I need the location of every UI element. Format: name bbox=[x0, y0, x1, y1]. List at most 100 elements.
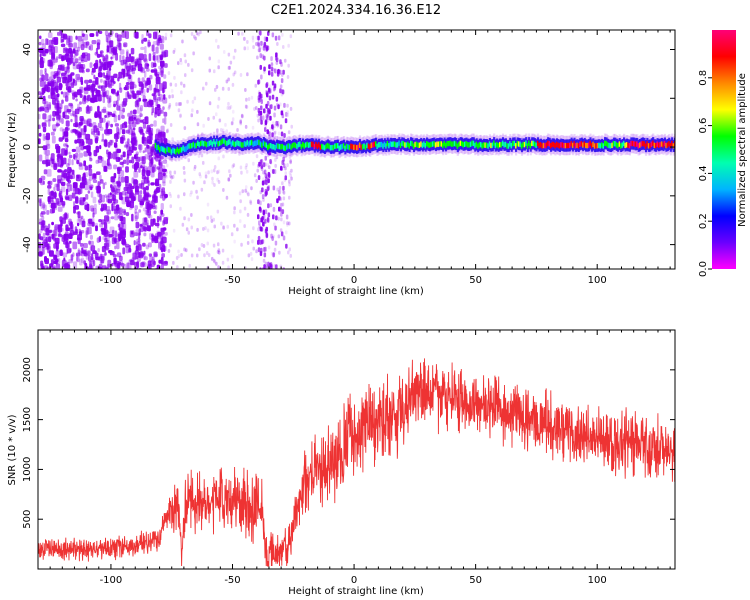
spectrogram-cell bbox=[270, 169, 273, 173]
spectrogram-cell bbox=[245, 185, 248, 190]
spectrogram-cell bbox=[227, 265, 230, 269]
spectrogram-cell bbox=[276, 121, 280, 126]
spectrogram-cell bbox=[273, 169, 277, 175]
spectrogram-cell bbox=[66, 144, 69, 148]
spectrogram-cell bbox=[68, 35, 73, 43]
spectrogram-cell bbox=[97, 130, 101, 136]
spectrogram-cell bbox=[243, 36, 246, 41]
spectrogram-cell bbox=[277, 104, 280, 110]
spectrogram-cell bbox=[241, 114, 244, 119]
spectrogram-cell bbox=[159, 55, 163, 61]
spectrogram-cell bbox=[279, 124, 283, 130]
spectrogram-cell bbox=[133, 31, 139, 38]
spectrogram-cell bbox=[106, 209, 111, 215]
spectrogram-cell bbox=[271, 32, 275, 38]
spectrogram-cell bbox=[550, 143, 553, 149]
spectrogram-cell bbox=[586, 142, 589, 149]
spectrogram-cell bbox=[169, 147, 172, 153]
spectrogram-cell bbox=[503, 142, 506, 148]
spectrogram-cell bbox=[276, 187, 279, 192]
spectrogram-cell bbox=[280, 217, 283, 222]
spectrogram-cell bbox=[123, 159, 127, 164]
spectrogram-cell bbox=[592, 141, 595, 148]
spectrogram-cell bbox=[53, 233, 56, 242]
spectrogram-cell bbox=[88, 45, 91, 50]
spectrogram-cell bbox=[207, 253, 211, 258]
spectrogram-cell bbox=[288, 182, 291, 187]
spectrogram-cell bbox=[122, 55, 125, 61]
spectrogram-cell bbox=[243, 141, 246, 147]
spectrogram-cell bbox=[274, 225, 277, 231]
spectrogram-cell bbox=[53, 58, 58, 63]
spectrogram-cell bbox=[38, 132, 42, 137]
spectrogram-cell bbox=[39, 107, 45, 112]
spectrogram-cell bbox=[287, 43, 290, 48]
spectrogram-cell bbox=[262, 239, 266, 244]
spectrogram-cell bbox=[111, 229, 115, 237]
spectrogram-cell bbox=[288, 143, 292, 149]
spectrogram-cell bbox=[42, 58, 46, 64]
spectrogram-cell bbox=[209, 215, 213, 220]
spectrogram-cell bbox=[134, 211, 139, 220]
spectrogram-cell bbox=[126, 157, 129, 166]
spectrogram-cell bbox=[146, 225, 151, 232]
spectrogram-cell bbox=[252, 141, 255, 147]
spectrogram-cell bbox=[103, 62, 109, 70]
spectrogram-cell bbox=[131, 67, 137, 71]
spectrogram-cell bbox=[69, 51, 73, 59]
spectrogram-cell bbox=[91, 207, 95, 213]
spectrogram-cell bbox=[155, 152, 159, 159]
spectrogram-cell bbox=[179, 113, 182, 118]
spectrogram-cell bbox=[256, 168, 259, 173]
spectrogram-cell bbox=[285, 230, 288, 235]
spectrogram-cell bbox=[188, 152, 192, 157]
spectrogram-cell bbox=[111, 176, 116, 183]
spectrogram-cell bbox=[74, 129, 78, 134]
spectrogram-cell bbox=[506, 143, 509, 149]
spectrogram-cell bbox=[61, 260, 65, 268]
spectrogram-cell bbox=[288, 247, 291, 252]
spectrogram-cell bbox=[243, 206, 247, 211]
spectrogram-cell bbox=[160, 227, 165, 235]
spectrogram-cell bbox=[96, 53, 101, 58]
spectrogram-cell bbox=[393, 141, 397, 147]
spectrogram-cell bbox=[423, 141, 426, 147]
spectrogram-cell bbox=[49, 59, 54, 67]
spectrogram-cell bbox=[39, 35, 42, 40]
spectrogram-cell bbox=[647, 143, 650, 149]
spectrogram-cell bbox=[226, 224, 229, 229]
spectrogram-cell bbox=[289, 34, 293, 39]
spectrogram-cell bbox=[306, 141, 309, 148]
spectrogram-cell bbox=[82, 250, 87, 254]
spectrogram-cell bbox=[151, 205, 156, 210]
spectrogram-cell bbox=[124, 176, 129, 183]
spectrogram-cell bbox=[105, 34, 109, 43]
spectrogram-cell bbox=[267, 218, 270, 223]
spectrogram-cell bbox=[160, 109, 164, 114]
spectrogram-cell bbox=[151, 111, 154, 116]
spectrogram-cell bbox=[253, 107, 256, 111]
spectrogram-cell bbox=[204, 140, 207, 147]
spectrogram-cell bbox=[134, 100, 140, 108]
spectrogram-cell bbox=[81, 220, 86, 228]
spectrogram-cell bbox=[39, 199, 42, 207]
y-tick-label: 500 bbox=[22, 510, 33, 529]
spectrogram-cell bbox=[302, 141, 305, 148]
spectrogram-cell bbox=[116, 241, 120, 250]
x-tick-label: -100 bbox=[100, 575, 123, 586]
x-tick-label: 0 bbox=[351, 575, 357, 586]
spectrogram-cell bbox=[500, 142, 503, 148]
spectrogram-cell bbox=[141, 156, 146, 164]
spectrogram-cell bbox=[499, 141, 502, 148]
spectrogram-cell bbox=[56, 76, 62, 83]
spectrogram-cell bbox=[138, 97, 141, 102]
spectrogram-cell bbox=[445, 142, 448, 148]
spectrogram-cell bbox=[92, 179, 98, 183]
spectrogram-cell bbox=[46, 210, 50, 215]
spectrogram-cell bbox=[640, 141, 643, 147]
spectrogram-cell bbox=[101, 90, 107, 98]
spectrogram-cell bbox=[46, 104, 51, 111]
spectrogram-cell bbox=[282, 45, 285, 49]
spectrogram-cell bbox=[40, 92, 43, 100]
spectrogram-cell bbox=[44, 71, 47, 75]
